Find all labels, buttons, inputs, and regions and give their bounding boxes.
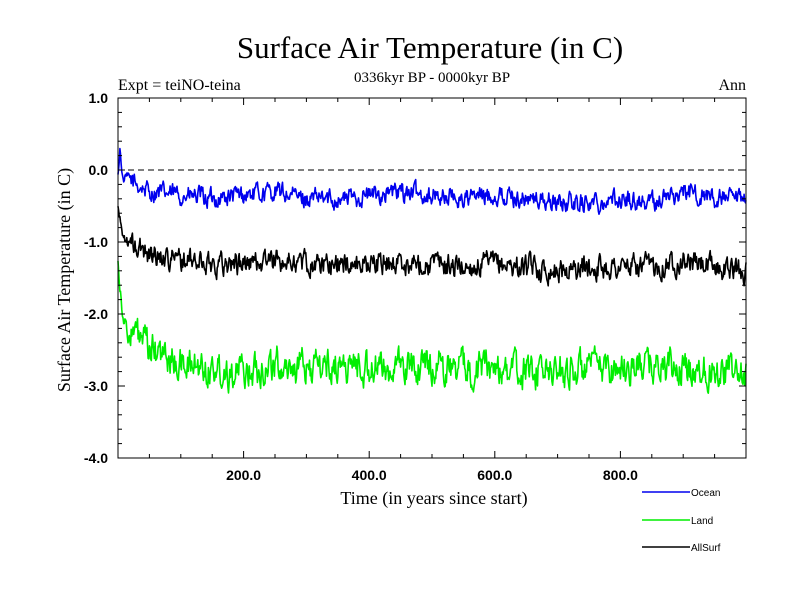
legend: Ocean Land AllSurf [642,488,721,554]
plot-frame [117,97,747,459]
legend-label-land: Land [691,516,713,527]
tick-layer: 1.0 0.0 -1.0 -2.0 -3.0 -4.0 200.0 400.0 600.0 800… [84,90,746,483]
series-layer [117,147,747,395]
x-tick-label: 200.0 [226,467,261,483]
legend-label-ocean: Ocean [691,488,720,499]
y-tick-label: -1.0 [84,234,108,250]
y-tick-label: 1.0 [89,90,109,106]
y-tick-label: -3.0 [84,378,108,394]
legend-label-allsurf: AllSurf [691,543,721,554]
series-line-allsurf [117,206,747,287]
series-line-land [117,260,747,395]
y-tick-label: -2.0 [84,306,108,322]
season-label: Ann [718,77,746,94]
x-tick-label: 800.0 [603,467,638,483]
experiment-label: Expt = teiNO-teina [118,77,241,94]
chart-title: Surface Air Temperature (in C) [237,30,623,65]
y-axis-label: Surface Air Temperature (in C) [54,168,75,392]
x-axis-label: Time (in years since start) [340,488,527,509]
y-tick-label: -4.0 [84,450,108,466]
y-tick-label: 0.0 [89,162,109,178]
series-line-ocean [117,147,747,215]
x-tick-label: 600.0 [477,467,512,483]
chart-subtitle: 0336kyr BP - 0000kyr BP [354,70,510,86]
x-tick-label: 400.0 [352,467,387,483]
